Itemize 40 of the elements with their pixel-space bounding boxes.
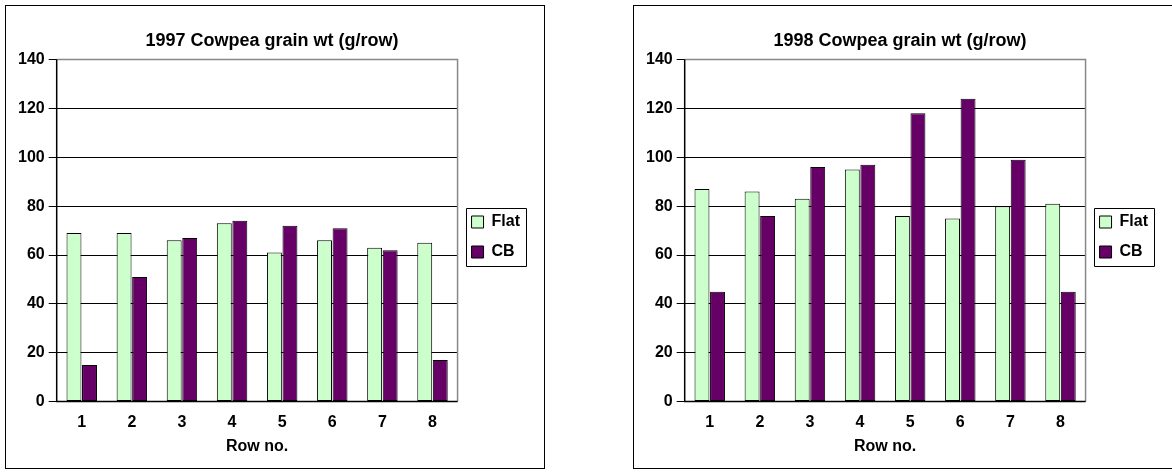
x-tick-label: 7 bbox=[377, 412, 387, 430]
y-tick-label: 140 bbox=[17, 50, 45, 68]
x-tick-label: 6 bbox=[327, 412, 337, 430]
x-tick-label: 5 bbox=[905, 412, 915, 430]
y-tick-label: 120 bbox=[17, 98, 45, 116]
y-tick-label: 60 bbox=[26, 245, 45, 263]
y-tick-label: 80 bbox=[26, 196, 45, 214]
y-tick-label: 100 bbox=[17, 147, 45, 165]
x-tick-label: 7 bbox=[1005, 412, 1015, 430]
y-tick-label: 140 bbox=[645, 50, 673, 68]
x-tick-label: 6 bbox=[955, 412, 965, 430]
x-tick-label: 4 bbox=[855, 412, 865, 430]
y-tick-label: 40 bbox=[26, 294, 45, 312]
legend-label: Flat bbox=[491, 212, 521, 230]
y-tick-label: 100 bbox=[645, 147, 673, 165]
x-tick-label: 2 bbox=[755, 412, 765, 430]
x-axis-title: Row no. bbox=[854, 436, 917, 454]
x-axis-title: Row no. bbox=[226, 436, 289, 454]
x-tick-label: 8 bbox=[1056, 412, 1066, 430]
x-tick-label: 3 bbox=[805, 412, 815, 430]
y-tick-label: 20 bbox=[26, 343, 45, 361]
legend-label: CB bbox=[1119, 242, 1143, 260]
legend-label: Flat bbox=[1119, 212, 1149, 230]
x-tick-label: 8 bbox=[428, 412, 438, 430]
x-tick-label: 3 bbox=[177, 412, 187, 430]
x-tick-label: 2 bbox=[127, 412, 137, 430]
y-tick-label: 20 bbox=[654, 343, 673, 361]
y-tick-label: 0 bbox=[35, 392, 45, 410]
y-tick-label: 120 bbox=[645, 98, 673, 116]
legend-label: CB bbox=[491, 242, 515, 260]
x-tick-label: 4 bbox=[227, 412, 237, 430]
y-tick-label: 60 bbox=[654, 245, 673, 263]
chart-title: 1997 Cowpea grain wt (g/row) bbox=[145, 29, 399, 50]
y-tick-label: 40 bbox=[654, 294, 673, 312]
x-tick-label: 1 bbox=[705, 412, 715, 430]
x-tick-label: 5 bbox=[277, 412, 287, 430]
x-tick-label: 1 bbox=[77, 412, 87, 430]
y-tick-label: 80 bbox=[654, 196, 673, 214]
y-tick-label: 0 bbox=[663, 392, 673, 410]
chart-title: 1998 Cowpea grain wt (g/row) bbox=[773, 29, 1027, 50]
